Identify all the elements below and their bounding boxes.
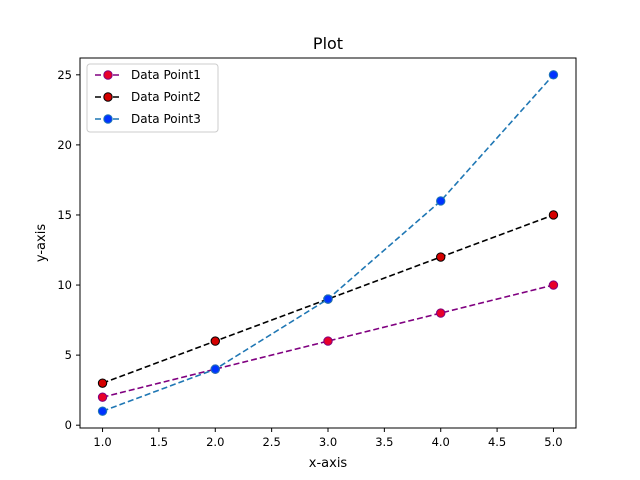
legend-label: Data Point2: [131, 90, 201, 104]
y-axis-label: y-axis: [34, 224, 49, 262]
y-tick-label: 10: [57, 278, 72, 292]
y-axis-ticks: 0 5 10 15 20 25: [57, 68, 80, 432]
data-point: [97, 406, 108, 416]
legend-item: Data Point1: [95, 68, 201, 82]
y-tick-label: 25: [57, 68, 72, 82]
data-point: [548, 70, 559, 80]
y-tick-label: 20: [57, 138, 72, 152]
data-point: [548, 280, 559, 290]
data-point: [436, 308, 446, 318]
x-tick-label: 1.5: [150, 435, 168, 449]
legend-box: [86, 63, 219, 133]
series-line: [102, 284, 554, 398]
x-tick-label: 3.0: [319, 435, 337, 449]
legend-label: Data Point1: [131, 68, 201, 82]
x-axis-label: x-axis: [309, 456, 348, 471]
y-tick-label: 15: [57, 208, 72, 222]
y-tick-label: 0: [65, 418, 72, 432]
data-point: [436, 196, 446, 206]
chart-title: Plot: [313, 34, 343, 53]
legend-item: Data Point2: [95, 90, 201, 104]
x-tick-label: 4.0: [432, 435, 450, 449]
x-tick-label: 5.0: [544, 435, 562, 449]
x-tick-label: 1.0: [93, 435, 111, 449]
series-line: [102, 214, 554, 384]
data-point: [323, 294, 333, 304]
x-tick-label: 2.0: [206, 435, 224, 449]
data-point: [210, 336, 220, 346]
legend-marker: [103, 114, 113, 124]
data-point: [97, 392, 108, 402]
y-tick-label: 5: [65, 348, 72, 362]
series-layer: [97, 70, 559, 416]
x-tick-label: 4.5: [488, 435, 506, 449]
data-point: [323, 336, 333, 346]
data-point: [436, 252, 446, 262]
legend-label: Data Point3: [131, 112, 201, 126]
series-3: [97, 70, 559, 416]
legend-item: Data Point3: [95, 112, 201, 126]
legend: Data Point1 Data Point2 Data Point3: [86, 63, 219, 133]
data-point: [97, 378, 108, 388]
x-tick-label: 3.5: [375, 435, 393, 449]
legend-marker: [103, 92, 113, 102]
legend-marker: [103, 70, 113, 80]
x-axis-ticks: 1.0 1.5 2.0 2.5 3.0 3.5 4.0 4.5 5.0: [93, 428, 563, 449]
x-tick-label: 2.5: [262, 435, 280, 449]
data-point: [548, 210, 559, 220]
data-point: [210, 364, 220, 374]
